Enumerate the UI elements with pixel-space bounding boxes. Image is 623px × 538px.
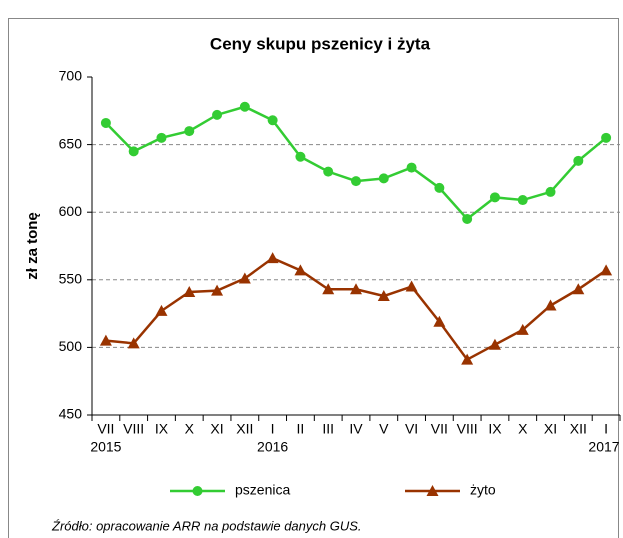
point [322, 283, 335, 295]
point [544, 299, 557, 311]
point [461, 353, 474, 365]
x-tick-label: IV [349, 421, 363, 437]
point [406, 162, 417, 173]
point [295, 151, 306, 162]
series-line [105, 105, 607, 221]
x-tick-label: I [271, 421, 275, 437]
point [433, 315, 446, 327]
source-note: Źródło: opracowanie ARR na podstawie dan… [51, 518, 362, 533]
x-tick-label: IX [488, 421, 502, 437]
legend-label: pszenica [235, 482, 290, 498]
legend-label: żyto [470, 482, 496, 498]
point [516, 323, 529, 335]
x-tick-label: II [297, 421, 305, 437]
x-tick-label: I [604, 421, 608, 437]
point [238, 272, 251, 284]
point [239, 101, 250, 112]
chart-frame [8, 18, 619, 538]
point [351, 176, 361, 187]
x-tick-label: XII [570, 421, 587, 437]
x-year-label: 2017 [588, 439, 619, 455]
point [127, 337, 140, 349]
x-tick-label: III [322, 421, 334, 437]
point [601, 132, 612, 143]
point [266, 252, 279, 264]
x-tick-label: IX [155, 421, 169, 437]
point [434, 182, 445, 193]
point [573, 155, 584, 166]
point [488, 338, 501, 350]
point [405, 280, 418, 292]
point [350, 283, 362, 295]
point [267, 115, 278, 126]
y-tick-label: 650 [59, 135, 83, 151]
x-year-label: 2016 [257, 439, 288, 455]
point [489, 192, 500, 203]
x-tick-label: VII [431, 421, 448, 437]
y-tick-label: 500 [59, 338, 83, 354]
point [377, 290, 390, 302]
point [294, 264, 307, 276]
y-tick-label: 700 [59, 68, 83, 84]
point [156, 132, 167, 143]
x-tick-label: XI [544, 421, 557, 437]
point [323, 166, 334, 177]
x-tick-label: XI [210, 421, 223, 437]
x-tick-label: VIII [123, 421, 144, 437]
x-tick-label: VII [97, 421, 114, 437]
series-line [105, 256, 607, 362]
y-axis-label: zł za tonę [24, 212, 41, 280]
x-tick-label: X [518, 421, 528, 437]
point [378, 173, 389, 184]
point [426, 485, 439, 496]
x-tick-label: VIII [457, 421, 478, 437]
x-tick-label: V [379, 421, 389, 437]
x-tick-label: VI [405, 421, 418, 437]
point [545, 186, 556, 197]
point [183, 285, 196, 297]
point [99, 334, 112, 346]
point [192, 486, 203, 496]
point [517, 195, 528, 206]
point [184, 126, 195, 137]
point [462, 213, 473, 224]
x-year-label: 2015 [90, 439, 121, 455]
point [100, 117, 111, 128]
point [128, 146, 139, 157]
chart-title: Ceny skupu pszenicy i żyta [210, 34, 431, 53]
y-tick-label: 600 [59, 203, 83, 219]
point [211, 284, 224, 296]
point [572, 283, 585, 295]
x-tick-label: XII [236, 421, 253, 437]
point [155, 304, 168, 316]
point [212, 109, 223, 120]
point [600, 264, 613, 276]
x-tick-label: X [185, 421, 195, 437]
y-tick-label: 450 [59, 406, 83, 422]
y-tick-label: 550 [59, 271, 83, 287]
